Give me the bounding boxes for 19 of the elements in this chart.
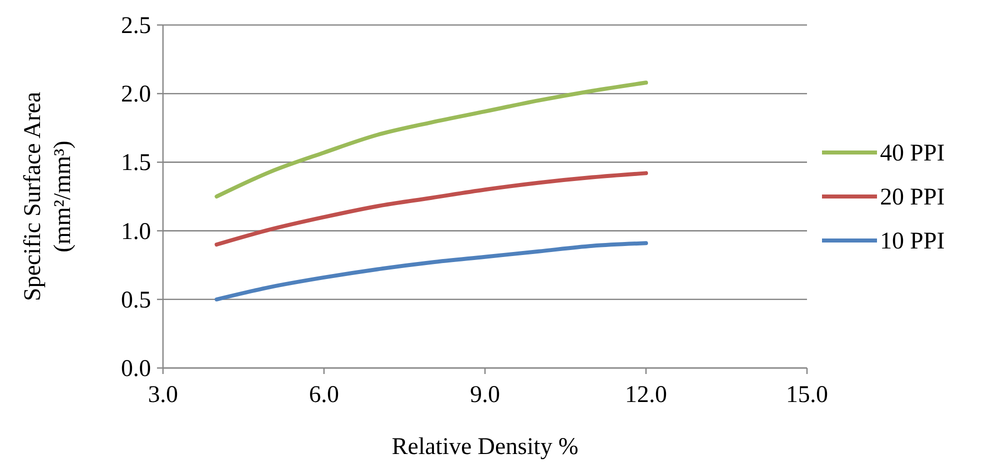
line-series [214,80,648,198]
y-tick-label: 0.5 [121,287,151,314]
x-tick-label: 9.0 [470,382,500,408]
legend-label: 40 PPI [880,140,945,166]
x-tick-label: 6.0 [309,382,339,408]
y-tick-label: 2.5 [121,13,151,39]
x-tick-label: 12.0 [625,382,667,408]
y-tick-label: 1.5 [121,150,151,176]
line-series [214,241,648,302]
x-axis-title: Relative Density % [392,434,578,460]
line-series [214,171,648,247]
y-tick-label: 2.0 [121,82,151,108]
y-tick-label: 0.0 [121,356,151,382]
y-axis-title: Specific Surface Area (mm²/mm³) [20,92,76,302]
x-tick-label: 15.0 [786,382,828,408]
legend-label: 10 PPI [880,228,945,254]
legend-label: 20 PPI [880,184,945,210]
y-tick-label: 1.0 [121,218,151,245]
x-tick-label: 3.0 [148,382,178,408]
